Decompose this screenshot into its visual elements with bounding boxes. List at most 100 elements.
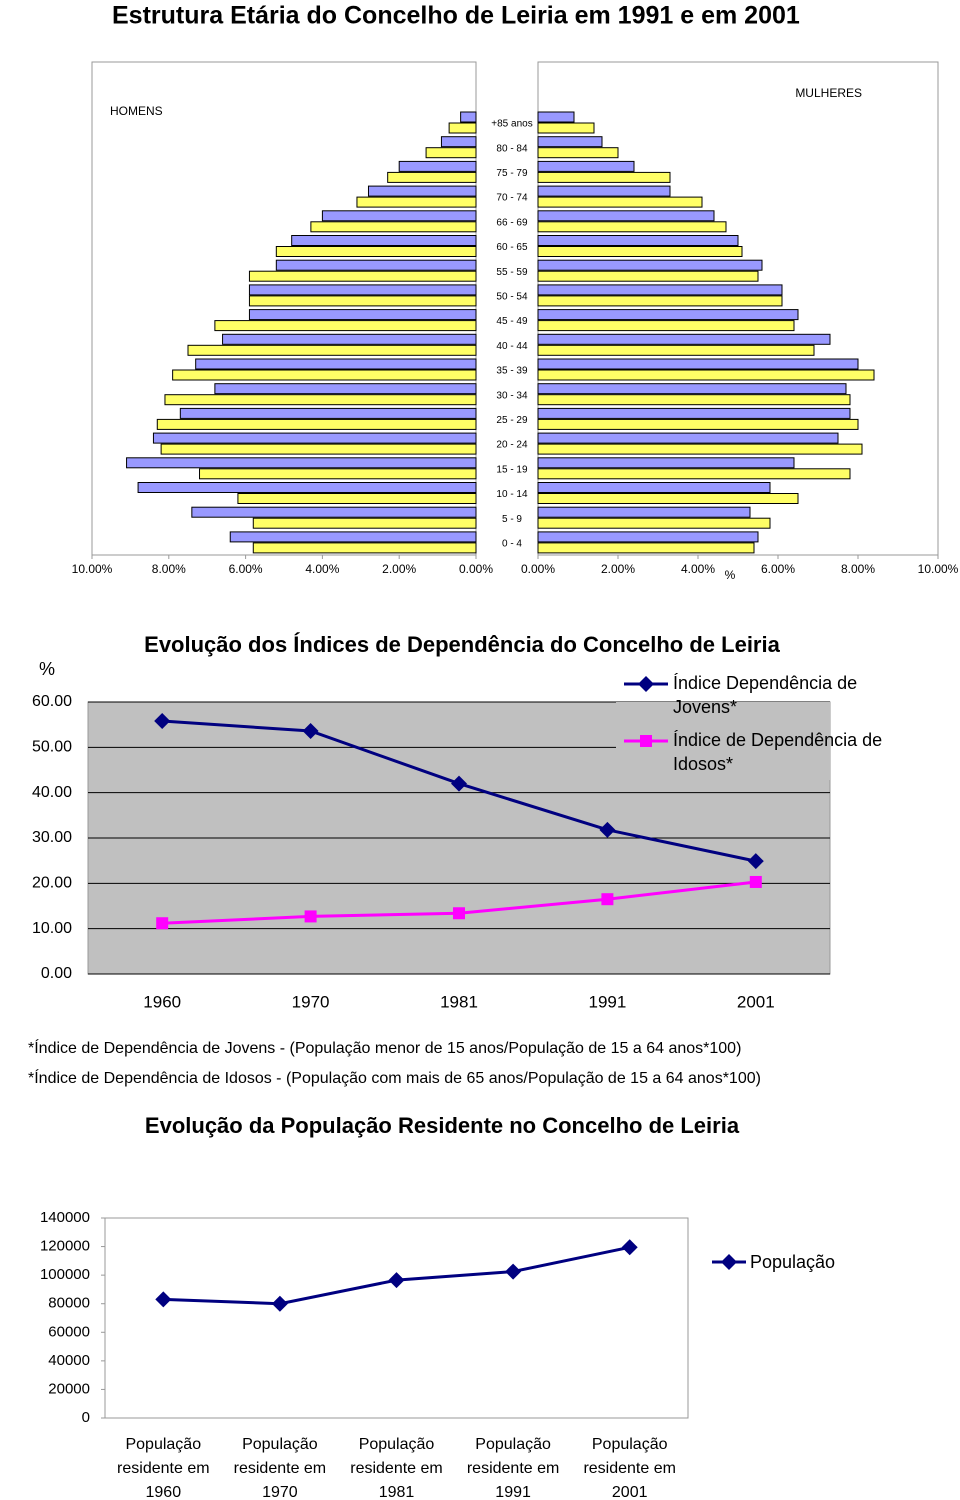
bar (537, 506, 751, 518)
marker (154, 713, 171, 730)
bar (214, 320, 477, 332)
category-label: 45 - 49 (496, 316, 528, 327)
y-tick-label: 120000 (40, 1238, 90, 1255)
bar (537, 531, 759, 543)
bar (537, 246, 743, 257)
bar (537, 542, 755, 554)
category-label: 66 - 69 (496, 217, 528, 228)
bar (172, 369, 477, 381)
x-axis-label: % (725, 568, 736, 582)
panel-label: HOMENS (110, 104, 163, 118)
category-label: 60 - 65 (496, 242, 528, 253)
chart-title: Evolução da População Residente no Conce… (144, 1113, 740, 1138)
x-tick-label: 2001 (737, 992, 775, 1011)
plot-area (104, 1217, 689, 1419)
bar (537, 333, 831, 345)
marker (304, 910, 317, 923)
bar (537, 493, 799, 504)
y-tick-label: 30.00 (32, 829, 72, 846)
marker (451, 775, 467, 792)
chart-title: Evolução dos Índices de Dependência do C… (144, 632, 780, 657)
y-tick-label: 50.00 (32, 739, 72, 756)
x-tick-label: População residente em 1960 (117, 1436, 210, 1500)
marker (749, 875, 762, 888)
legend-label: Índice de Dependência de Idosos* (673, 730, 883, 774)
panel-label: MULHERES (795, 86, 862, 100)
y-tick-label: 0 (82, 1409, 90, 1426)
bar (367, 185, 477, 197)
legend-marker (638, 676, 654, 692)
category-label: 50 - 54 (496, 292, 528, 303)
bar (537, 320, 795, 332)
bar (252, 542, 477, 554)
y-tick-label: 20.00 (32, 875, 72, 892)
legend-marker (640, 735, 652, 747)
x-tick-label: 1960 (143, 992, 181, 1011)
marker (453, 907, 465, 920)
bar (187, 344, 477, 356)
y-tick-label: 10.00 (32, 920, 72, 937)
category-label: 10 - 14 (496, 489, 528, 500)
y-tick-label: 0.00 (41, 965, 72, 982)
bar (248, 295, 477, 307)
bar (199, 468, 477, 480)
legend-label: População (750, 1252, 835, 1272)
bar (537, 111, 575, 123)
bar (126, 457, 477, 469)
bar (537, 432, 839, 444)
category-label: 15 - 19 (496, 464, 528, 475)
bar (537, 517, 771, 529)
marker (505, 1263, 522, 1280)
bar (291, 235, 477, 246)
category-label: 35 - 39 (496, 366, 528, 377)
bar (537, 394, 851, 406)
category-label: +85 anos (491, 119, 532, 130)
bar (195, 358, 477, 370)
x-tick-label: 2.00% (382, 562, 416, 576)
bar (448, 122, 477, 134)
legend-label: Índice Dependência de Jovens* (673, 673, 858, 717)
bar (537, 418, 859, 430)
bar (537, 295, 783, 307)
category-label: 80 - 84 (496, 143, 528, 154)
bar (191, 506, 477, 518)
x-tick-label: 0.00% (459, 562, 493, 576)
x-tick-label: 2.00% (601, 562, 635, 576)
bar (537, 196, 703, 208)
x-tick-label: 4.00% (681, 562, 715, 576)
x-tick-label: 8.00% (152, 562, 186, 576)
bar (160, 443, 477, 455)
category-label: 75 - 79 (496, 168, 528, 179)
note: *Índice de Dependência de Jovens - (Popu… (28, 1040, 742, 1057)
x-tick-label: População residente em 2001 (583, 1436, 676, 1500)
legend-marker (721, 1254, 737, 1270)
category-label: 70 - 74 (496, 193, 528, 204)
bar (537, 171, 671, 183)
pyramid-title: Estrutura Etária do Concelho de Leiria e… (112, 2, 800, 30)
bar (537, 259, 763, 271)
bar (440, 136, 477, 148)
x-tick-label: 0.00% (521, 562, 555, 576)
marker (601, 893, 614, 906)
bar (537, 369, 875, 381)
bar (248, 270, 477, 282)
bar (537, 358, 859, 370)
panel-frame (537, 61, 939, 556)
bar (275, 259, 477, 271)
marker (156, 917, 169, 930)
marker (271, 1295, 288, 1312)
x-tick-label: 1981 (440, 992, 478, 1011)
y-tick-label: 60.00 (32, 693, 72, 710)
bar (537, 482, 771, 493)
category-label: 55 - 59 (496, 267, 528, 278)
marker (599, 821, 616, 838)
category-label: 20 - 24 (496, 440, 528, 451)
bar (460, 111, 477, 123)
x-tick-label: 1991 (588, 992, 626, 1011)
x-tick-label: 10.00% (72, 562, 113, 576)
x-tick-label: 4.00% (305, 562, 339, 576)
bar (537, 122, 595, 134)
note: *Índice de Dependência de Idosos - (Popu… (28, 1070, 761, 1087)
